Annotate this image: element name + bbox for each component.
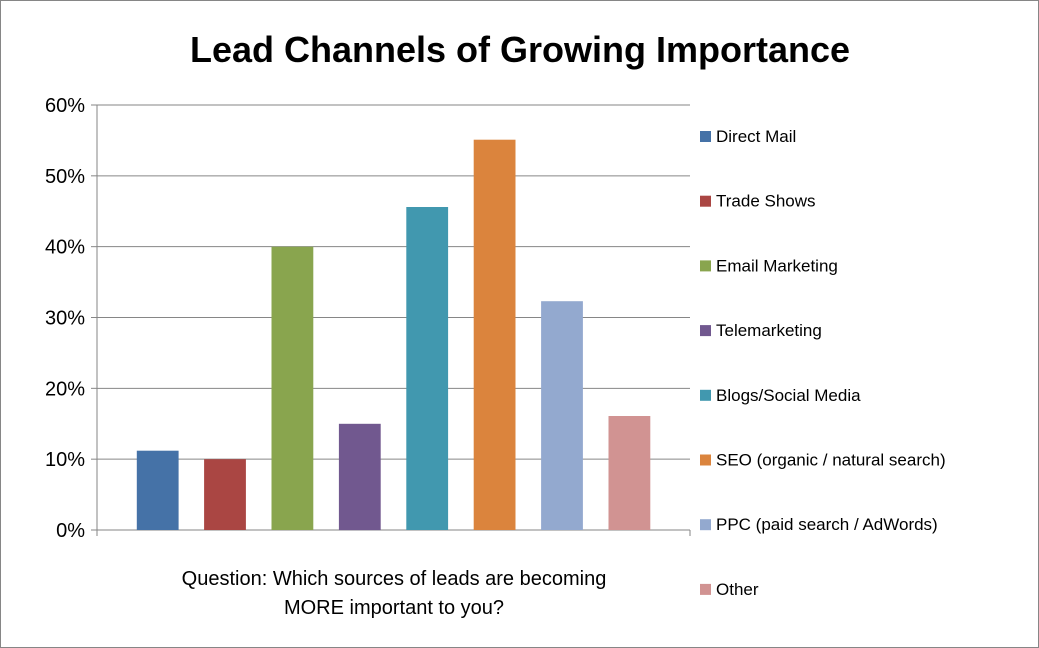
legend-label: Direct Mail xyxy=(716,127,796,146)
gridlines xyxy=(97,104,690,460)
legend-label: PPC (paid search / AdWords) xyxy=(716,515,938,534)
x-axis-label-line-2: MORE important to you? xyxy=(284,597,504,619)
y-tick-label: 0% xyxy=(56,520,85,542)
legend-swatch xyxy=(700,583,711,595)
bars xyxy=(136,139,651,531)
y-tick-label: 40% xyxy=(45,237,85,259)
bar-ppc-paid-search-adwords xyxy=(541,301,583,530)
y-tick-label: 50% xyxy=(45,166,85,188)
bar-telemarketing xyxy=(338,423,381,531)
legend-label: Other xyxy=(716,580,759,599)
legend-swatch xyxy=(700,519,711,531)
legend-label: Trade Shows xyxy=(716,192,816,211)
y-tick-labels: 0% 10% 20% 30% 40% 50% 60% xyxy=(45,95,85,542)
legend-label: Telemarketing xyxy=(716,321,822,340)
legend-label: Email Marketing xyxy=(716,256,838,275)
legend-label: SEO (organic / natural search) xyxy=(716,451,946,470)
bar-direct-mail xyxy=(136,450,179,530)
axes xyxy=(91,104,691,536)
bar-email-marketing xyxy=(271,246,314,530)
legend-swatch xyxy=(700,260,711,272)
bar-seo-organic-natural-search xyxy=(473,139,516,530)
y-tick-label: 60% xyxy=(45,95,85,117)
legend-swatch xyxy=(700,195,711,207)
bar-trade-shows xyxy=(204,459,246,530)
legend-label: Blogs/Social Media xyxy=(716,386,861,405)
legend-swatch xyxy=(700,389,711,401)
legend-swatch xyxy=(700,131,711,142)
x-axis-label-line-1: Question: Which sources of leads are bec… xyxy=(182,568,607,590)
legend-swatch xyxy=(700,454,711,466)
legend-swatch xyxy=(700,325,711,337)
y-tick-label: 10% xyxy=(45,449,85,471)
chart-title: Lead Channels of Growing Importance xyxy=(190,29,850,70)
bar-other xyxy=(608,416,651,530)
y-tick-label: 30% xyxy=(45,308,85,330)
legend: Direct Mail Trade Shows Email Marketing Tel… xyxy=(700,127,946,599)
y-tick-label: 20% xyxy=(45,378,85,400)
bar-blogs-social-media xyxy=(406,207,449,530)
